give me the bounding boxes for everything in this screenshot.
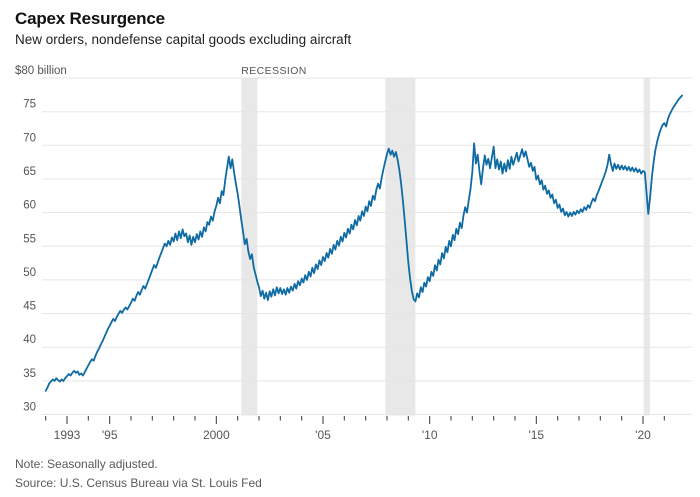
x-axis-label: '95 <box>102 428 118 442</box>
x-axis-label: '05 <box>315 428 331 442</box>
y-axis-label: 60 <box>23 200 36 212</box>
y-axis-label: 70 <box>23 132 36 144</box>
y-axis-label: 45 <box>23 301 36 313</box>
x-axis-label: '20 <box>635 428 651 442</box>
y-axis-label: 65 <box>23 166 36 178</box>
y-axis-label: 30 <box>23 402 36 414</box>
y-axis-label: 40 <box>23 334 36 346</box>
chart-subtitle: New orders, nondefense capital goods exc… <box>15 32 352 47</box>
chart-source: Source: U.S. Census Bureau via St. Louis… <box>15 476 262 490</box>
y-axis-label: 75 <box>23 99 36 111</box>
x-axis-label: '15 <box>528 428 544 442</box>
recession-label: RECESSION <box>241 65 306 77</box>
x-axis-label: 2000 <box>203 428 230 442</box>
line-chart-canvas: 30 35 40 45 50 55 60 65 70 75 $80 billion RECESSION… <box>15 65 692 442</box>
y-axis-label: 55 <box>23 233 36 245</box>
x-axis-label: '10 <box>422 428 438 442</box>
y-axis-label: 35 <box>23 368 36 380</box>
chart-note: Note: Seasonally adjusted. <box>15 457 158 471</box>
y-axis-label: 50 <box>23 267 36 279</box>
page-title: Capex Resurgence <box>15 9 165 28</box>
x-axis-label: 1993 <box>54 428 81 442</box>
data-series-line <box>44 94 683 392</box>
unit-label: $80 billion <box>15 65 67 77</box>
